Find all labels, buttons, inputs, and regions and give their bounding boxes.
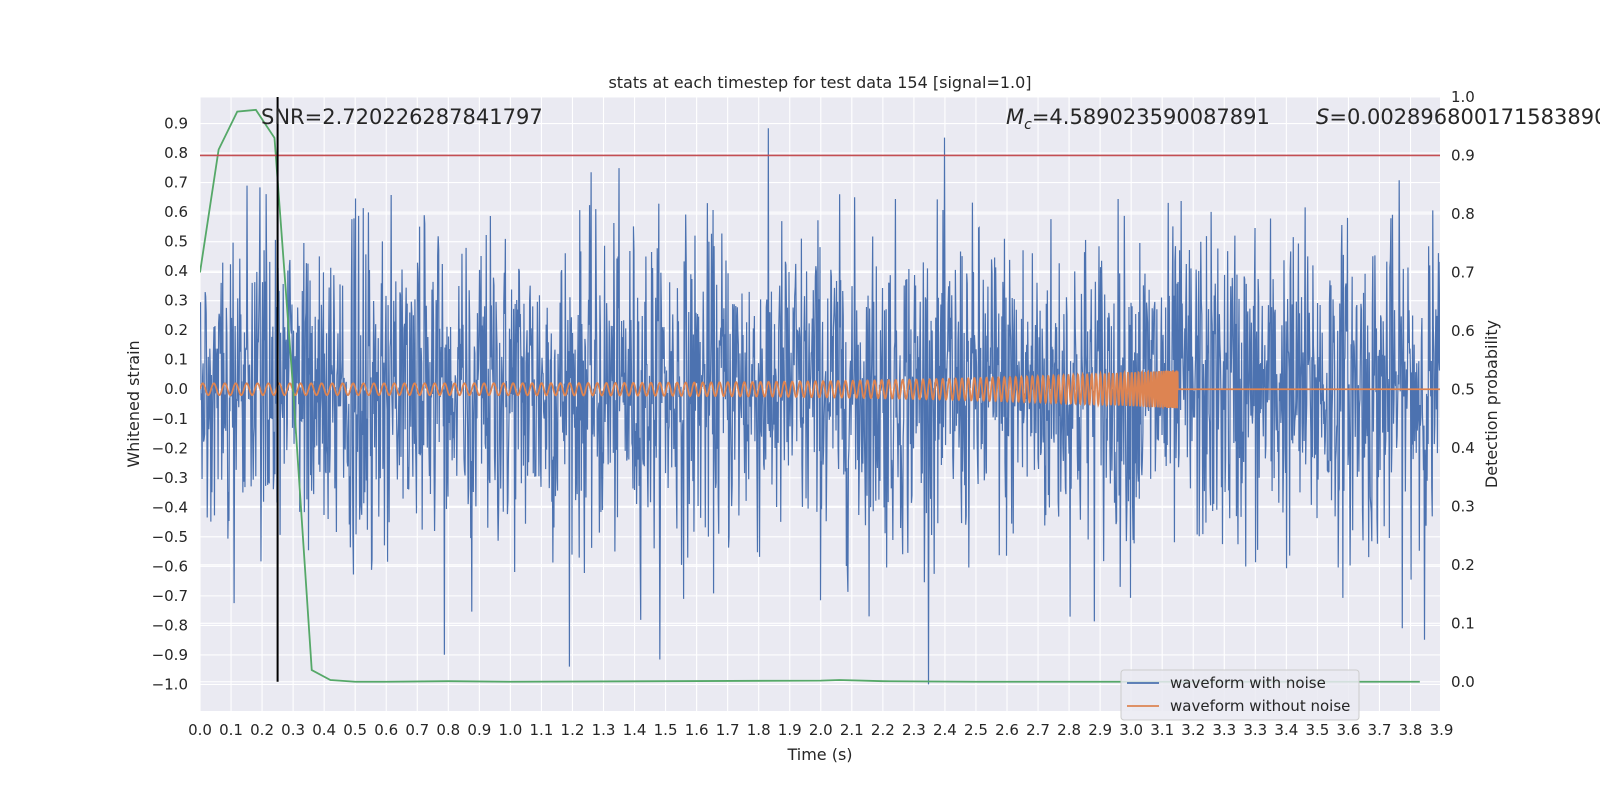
grid — [199, 96, 1443, 711]
x-tick-label: 2.3 — [902, 721, 926, 739]
series-layer — [200, 97, 1440, 685]
x-tick-label: 3.3 — [1212, 721, 1236, 739]
y-tick-label-right: 0.1 — [1451, 614, 1475, 632]
y-tick-label-left: 0.4 — [164, 262, 188, 280]
x-tick-label: 1.2 — [561, 721, 585, 739]
x-tick-label: 2.4 — [933, 721, 957, 739]
y-tick-label-left: 0.3 — [164, 292, 188, 310]
x-tick-label: 3.5 — [1305, 721, 1329, 739]
x-tick-label: 0.8 — [436, 721, 460, 739]
noisy-waveform-line — [200, 128, 1440, 685]
x-tick-label: 1.0 — [498, 721, 522, 739]
x-tick-label: 1.3 — [592, 721, 616, 739]
x-tick-label: 0.6 — [374, 721, 398, 739]
y-tick-label-left: −0.4 — [152, 498, 188, 516]
legend-label-clean: waveform without noise — [1170, 697, 1350, 715]
y-tick-label-right: 0.8 — [1451, 205, 1475, 223]
x-tick-label: 0.7 — [405, 721, 429, 739]
left-axis-ticks: 0.9 0.8 0.7 0.6 0.5 0.4 0.3 0.2 0.1 0.0 −0.1 −0.2 −0… — [152, 115, 188, 694]
y-tick-label-left: −0.3 — [152, 469, 188, 487]
y-tick-label-right: 0.5 — [1451, 380, 1475, 398]
y-tick-label-right: 0.0 — [1451, 673, 1475, 691]
y-tick-label-left: −0.8 — [152, 616, 188, 634]
x-tick-label: 2.7 — [1026, 721, 1050, 739]
y-tick-label-left: −0.1 — [152, 410, 188, 428]
x-tick-label: 1.9 — [778, 721, 802, 739]
chart-title: stats at each timestep for test data 154… — [608, 73, 1031, 92]
x-tick-label: 0.1 — [219, 721, 243, 739]
x-tick-label: 2.1 — [840, 721, 864, 739]
y-tick-label-left: −0.9 — [152, 646, 188, 664]
y-tick-label-left: 0.7 — [164, 174, 188, 192]
x-tick-label: 3.7 — [1368, 721, 1392, 739]
detection-probability-line — [200, 108, 1420, 683]
s-annotation: S=0.0028968001715838909 — [1316, 105, 1600, 129]
y-tick-label-left: 0.1 — [164, 351, 188, 369]
y-tick-label-left: 0.0 — [164, 380, 188, 398]
x-tick-label: 1.5 — [654, 721, 678, 739]
series-clip-group — [200, 108, 1440, 685]
x-tick-label: 3.0 — [1119, 721, 1143, 739]
x-tick-label: 2.0 — [809, 721, 833, 739]
y-tick-label-left: 0.9 — [164, 115, 188, 133]
x-tick-label: 1.1 — [529, 721, 553, 739]
s-symbol: S — [1316, 105, 1329, 129]
x-tick-label: 1.4 — [623, 721, 647, 739]
right-axis-ticks: 1.0 0.9 0.8 0.7 0.6 0.5 0.4 0.3 0.2 0.1 0.0 — [1451, 88, 1475, 691]
legend-label-noise: waveform with noise — [1170, 674, 1326, 692]
x-tick-label: 3.8 — [1399, 721, 1423, 739]
y-tick-label-left: −0.7 — [152, 587, 188, 605]
x-tick-label: 2.8 — [1057, 721, 1081, 739]
x-tick-label: 1.7 — [716, 721, 740, 739]
chirp-mass-annotation: Mc=4.589023590087891 — [1006, 105, 1270, 133]
x-tick-label: 0.4 — [312, 721, 336, 739]
chirp-mass-symbol: M — [1006, 105, 1024, 129]
x-tick-label: 0.5 — [343, 721, 367, 739]
y-tick-label-right: 0.6 — [1451, 322, 1475, 340]
y-axis-right-label: Detection probability — [1482, 320, 1501, 488]
y-tick-label-left: −0.5 — [152, 528, 188, 546]
y-axis-left-label: Whitened strain — [124, 340, 143, 467]
clean-waveform-line — [200, 369, 1440, 410]
y-tick-label-right: 0.2 — [1451, 556, 1475, 574]
x-tick-label: 3.4 — [1274, 721, 1298, 739]
y-tick-label-left: −0.2 — [152, 439, 188, 457]
y-tick-label-right: 0.4 — [1451, 439, 1475, 457]
x-tick-label: 1.8 — [747, 721, 771, 739]
x-tick-label: 3.6 — [1337, 721, 1361, 739]
y-tick-label-right: 1.0 — [1451, 88, 1475, 106]
y-tick-label-left: 0.5 — [164, 233, 188, 251]
x-tick-label: 0.0 — [188, 721, 212, 739]
y-tick-label-left: −1.0 — [152, 675, 188, 693]
x-tick-label: 3.9 — [1430, 721, 1454, 739]
x-tick-label: 3.2 — [1181, 721, 1205, 739]
s-value: =0.0028968001715838909 — [1329, 105, 1600, 129]
x-tick-label: 0.2 — [250, 721, 274, 739]
y-tick-label-right: 0.7 — [1451, 263, 1475, 281]
x-axis-label: Time (s) — [786, 745, 852, 764]
x-tick-label: 2.2 — [871, 721, 895, 739]
y-tick-label-left: 0.2 — [164, 321, 188, 339]
x-tick-label: 0.9 — [467, 721, 491, 739]
x-tick-label: 2.5 — [964, 721, 988, 739]
y-tick-label-right: 0.9 — [1451, 146, 1475, 164]
legend: waveform with noise waveform without noi… — [1120, 669, 1360, 721]
legend-box — [1120, 669, 1360, 721]
y-tick-label-right: 0.3 — [1451, 497, 1475, 515]
chirp-mass-subscript: c — [1024, 117, 1032, 133]
y-tick-label-left: 0.6 — [164, 203, 188, 221]
x-tick-label: 2.9 — [1088, 721, 1112, 739]
x-tick-label: 3.3 — [1243, 721, 1267, 739]
chirp-mass-value: =4.589023590087891 — [1032, 105, 1270, 129]
x-tick-label: 2.6 — [995, 721, 1019, 739]
y-tick-label-left: −0.6 — [152, 557, 188, 575]
x-tick-label: 1.6 — [685, 721, 709, 739]
x-axis-ticks: 0.0 0.1 0.2 0.3 0.4 0.5 0.6 0.7 0.8 0.9 1.0 1.1 1.2 1… — [188, 721, 1453, 739]
x-tick-label: 0.3 — [281, 721, 305, 739]
y-tick-label-left: 0.8 — [164, 144, 188, 162]
x-tick-label: 3.1 — [1150, 721, 1174, 739]
snr-annotation: SNR=2.720226287841797 — [261, 105, 543, 129]
